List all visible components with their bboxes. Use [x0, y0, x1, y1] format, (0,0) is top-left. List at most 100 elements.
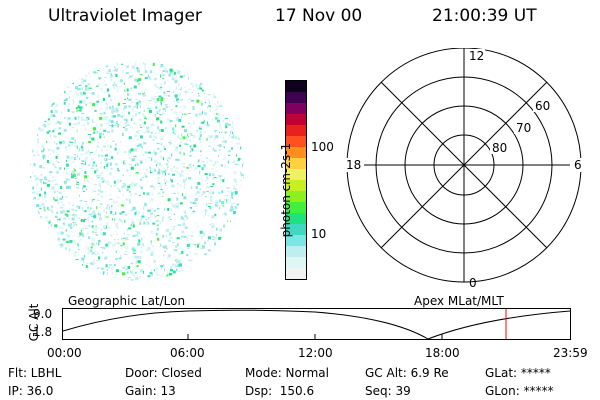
emission-pixel: [160, 129, 164, 132]
emission-pixel: [191, 148, 194, 152]
emission-pixel: [206, 63, 210, 66]
emission-pixel: [215, 248, 218, 250]
emission-pixel: [49, 272, 53, 276]
emission-pixel: [130, 279, 134, 281]
emission-pixel: [210, 273, 211, 275]
emission-pixel: [66, 155, 70, 159]
emission-pixel: [238, 263, 240, 266]
emission-pixel: [241, 263, 244, 267]
emission-pixel: [33, 239, 37, 242]
emission-pixel: [164, 104, 168, 106]
emission-pixel: [159, 261, 161, 263]
emission-pixel: [29, 198, 30, 200]
emission-pixel: [166, 61, 169, 62]
emission-pixel: [163, 91, 165, 94]
emission-pixel: [82, 211, 85, 212]
emission-pixel: [181, 278, 184, 281]
emission-pixel: [114, 124, 118, 126]
emission-pixel: [37, 191, 40, 192]
emission-pixel: [159, 221, 162, 224]
emission-pixel: [245, 189, 248, 192]
emission-pixel: [161, 61, 165, 62]
emission-pixel: [172, 145, 176, 147]
emission-pixel: [148, 135, 152, 138]
emission-pixel: [35, 90, 39, 94]
emission-pixel: [172, 242, 175, 243]
emission-pixel: [141, 152, 143, 154]
emission-pixel: [71, 214, 75, 217]
emission-pixel: [147, 209, 151, 212]
emission-pixel: [85, 66, 89, 69]
emission-pixel: [41, 150, 44, 153]
emission-pixel: [191, 231, 195, 233]
emission-pixel: [167, 207, 170, 211]
emission-pixel: [221, 190, 224, 194]
emission-pixel: [245, 240, 247, 242]
emission-pixel: [70, 76, 74, 80]
emission-pixel: [226, 159, 229, 163]
emission-pixel: [116, 242, 120, 245]
emission-pixel: [229, 200, 232, 203]
emission-pixel: [113, 176, 115, 179]
emission-pixel: [41, 129, 45, 132]
emission-pixel: [118, 86, 122, 88]
emission-pixel: [174, 80, 178, 84]
emission-pixel: [106, 257, 108, 260]
emission-pixel: [128, 149, 131, 153]
emission-pixel: [220, 261, 224, 263]
emission-pixel: [157, 152, 159, 154]
emission-pixel: [64, 90, 66, 94]
emission-pixel: [94, 109, 97, 112]
emission-pixel: [180, 265, 182, 269]
emission-pixel: [71, 223, 72, 227]
emission-pixel: [126, 124, 130, 126]
emission-pixel: [53, 114, 56, 117]
emission-pixel: [89, 61, 92, 62]
emission-pixel: [110, 210, 113, 214]
emission-pixel: [229, 79, 232, 82]
emission-pixel: [239, 214, 242, 216]
emission-pixel: [198, 137, 201, 141]
emission-pixel: [143, 209, 145, 211]
emission-pixel: [77, 243, 80, 247]
emission-pixel: [184, 210, 186, 214]
emission-pixel: [171, 153, 173, 157]
emission-pixel: [163, 157, 164, 161]
emission-pixel: [140, 186, 143, 190]
emission-pixel: [112, 214, 115, 216]
emission-pixel: [247, 149, 248, 151]
emission-pixel: [132, 252, 136, 254]
emission-pixel: [123, 107, 125, 110]
emission-pixel: [233, 102, 237, 105]
emission-pixel: [159, 150, 162, 153]
emission-pixel: [232, 160, 235, 163]
emission-pixel: [211, 235, 215, 238]
emission-pixel: [30, 209, 32, 213]
emission-pixel: [128, 137, 132, 139]
emission-pixel: [44, 124, 47, 128]
emission-pixel: [105, 243, 109, 247]
emission-pixel: [96, 144, 99, 147]
emission-pixel: [239, 270, 242, 273]
emission-pixel: [68, 140, 71, 143]
emission-pixel: [46, 140, 48, 143]
emission-pixel: [152, 97, 155, 100]
emission-pixel: [99, 108, 103, 110]
emission-pixel: [174, 265, 178, 267]
emission-pixel: [217, 112, 221, 116]
emission-pixel: [154, 114, 156, 117]
emission-pixel: [219, 104, 222, 106]
emission-pixel: [152, 222, 156, 225]
emission-pixel: [56, 231, 60, 235]
emission-pixel: [89, 135, 91, 138]
emission-pixel: [105, 64, 109, 68]
emission-pixel: [70, 81, 74, 84]
emission-pixel: [59, 143, 61, 146]
emission-pixel: [72, 204, 74, 207]
emission-pixel: [78, 206, 81, 209]
emission-pixel: [202, 240, 204, 243]
emission-pixel: [229, 246, 231, 248]
emission-pixel: [113, 242, 116, 246]
emission-pixel: [178, 83, 180, 86]
emission-pixel: [157, 232, 159, 234]
